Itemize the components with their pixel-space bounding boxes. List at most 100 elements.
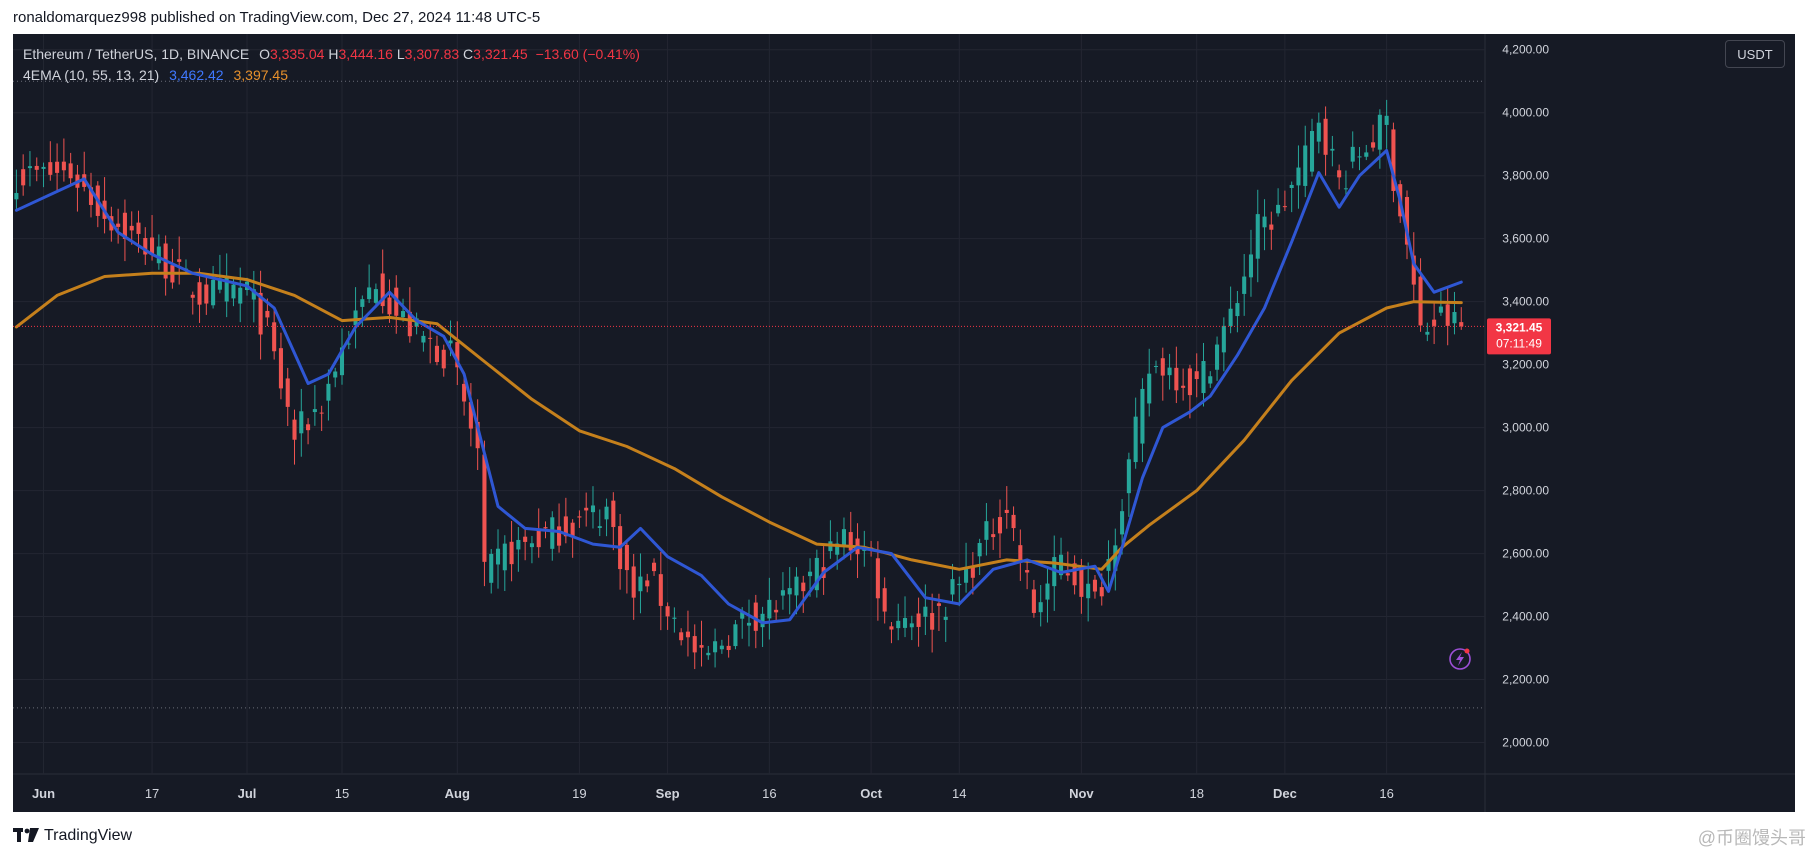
candle-body	[746, 622, 752, 626]
candle-body	[1404, 196, 1410, 245]
candle	[61, 138, 66, 182]
indicator-name[interactable]: 4EMA (10, 55, 13, 21)	[23, 67, 160, 83]
candle-body	[1235, 303, 1240, 317]
candle-body	[292, 419, 297, 440]
candle	[977, 538, 982, 576]
candle-body	[882, 588, 887, 612]
candle-body	[916, 613, 921, 627]
lightning-icon[interactable]	[1449, 648, 1471, 670]
candle-body	[1343, 188, 1348, 190]
candle-body	[1289, 184, 1294, 188]
candle-body	[48, 162, 53, 175]
last-price-value: 3,321.45	[1496, 320, 1543, 334]
candle	[1215, 336, 1220, 381]
candle-body	[475, 421, 480, 449]
time-tick-label: Oct	[860, 786, 882, 801]
candle-body	[462, 383, 467, 402]
candle	[760, 606, 765, 647]
candle-body	[1106, 559, 1111, 571]
candle-body	[774, 609, 779, 613]
candle	[156, 234, 161, 270]
candle	[387, 279, 392, 323]
candle-body	[41, 166, 46, 169]
candle-body	[604, 506, 609, 520]
candle-body	[753, 602, 758, 631]
candle	[713, 628, 718, 668]
candle	[55, 143, 60, 191]
currency-button[interactable]: USDT	[1725, 40, 1785, 68]
candle	[943, 606, 948, 642]
candle-body	[1459, 322, 1464, 327]
candle	[1309, 118, 1315, 177]
candle-body	[706, 652, 711, 656]
candle-body	[1411, 255, 1416, 285]
candle-body	[353, 310, 358, 326]
candle	[1031, 579, 1036, 618]
candle-body	[1018, 545, 1023, 561]
candle-body	[1384, 115, 1389, 125]
candle-body	[1086, 583, 1091, 599]
candle	[1038, 585, 1043, 627]
candle-body	[122, 212, 127, 239]
candle	[1316, 112, 1321, 154]
candle-body	[224, 277, 229, 302]
candle	[665, 602, 670, 630]
candle-body	[217, 278, 222, 290]
price-chart[interactable]: 2,000.00 2,200.00 2,400.00 2,600.00 2,800.00…	[13, 34, 1795, 812]
candle	[482, 440, 487, 587]
candle-body	[21, 169, 26, 186]
candle-body	[713, 641, 718, 653]
candle	[909, 615, 914, 641]
candle-body	[1255, 214, 1260, 259]
candle	[1221, 317, 1226, 372]
candle-body	[319, 412, 324, 414]
candle	[1445, 286, 1450, 346]
candle-body	[923, 606, 928, 617]
candle-body	[285, 378, 290, 407]
candle-body	[577, 516, 582, 518]
candle-body	[726, 645, 731, 651]
candle	[68, 152, 73, 185]
tradingview-logo-icon	[13, 828, 39, 842]
candle	[285, 367, 290, 427]
candle-body	[1201, 361, 1206, 394]
candle-body	[272, 322, 277, 352]
candles	[14, 99, 1464, 670]
candle	[529, 535, 534, 564]
candle	[902, 596, 908, 638]
candle-body	[1120, 511, 1125, 535]
candle	[523, 527, 528, 561]
candle	[272, 310, 277, 360]
candle-body	[1364, 152, 1369, 157]
candle-body	[1228, 308, 1233, 327]
publish-text: ronaldomarquez998 published on TradingVi…	[13, 9, 541, 26]
candle-body	[835, 543, 840, 555]
candle-body	[1004, 509, 1009, 513]
time-tick-label: 15	[335, 786, 349, 801]
candle	[509, 521, 514, 582]
candle	[455, 321, 460, 386]
chart-panel[interactable]: 2,000.00 2,200.00 2,400.00 2,600.00 2,800.00…	[13, 34, 1795, 812]
candle	[1018, 529, 1023, 581]
symbol-name[interactable]: Ethereum / TetherUS, 1D, BINANCE	[23, 46, 250, 62]
candle	[1181, 368, 1186, 401]
candle	[489, 549, 494, 594]
open-value: 3,335.04	[269, 46, 325, 62]
candle-body	[875, 558, 880, 599]
candle-body	[136, 222, 141, 234]
candle	[1011, 506, 1016, 542]
candle	[570, 519, 575, 558]
low-label: L	[396, 46, 405, 62]
candle	[475, 399, 480, 470]
tradingview-logo[interactable]: TradingView	[13, 826, 132, 846]
candle-body	[251, 289, 256, 300]
candle	[997, 499, 1003, 559]
candle	[1282, 190, 1287, 212]
candle	[1323, 106, 1328, 176]
candle	[1160, 347, 1165, 401]
candle-body	[1208, 376, 1213, 384]
candle-body	[455, 342, 460, 368]
candle-body	[509, 541, 514, 565]
candle	[312, 385, 317, 426]
candle-body	[814, 557, 819, 591]
